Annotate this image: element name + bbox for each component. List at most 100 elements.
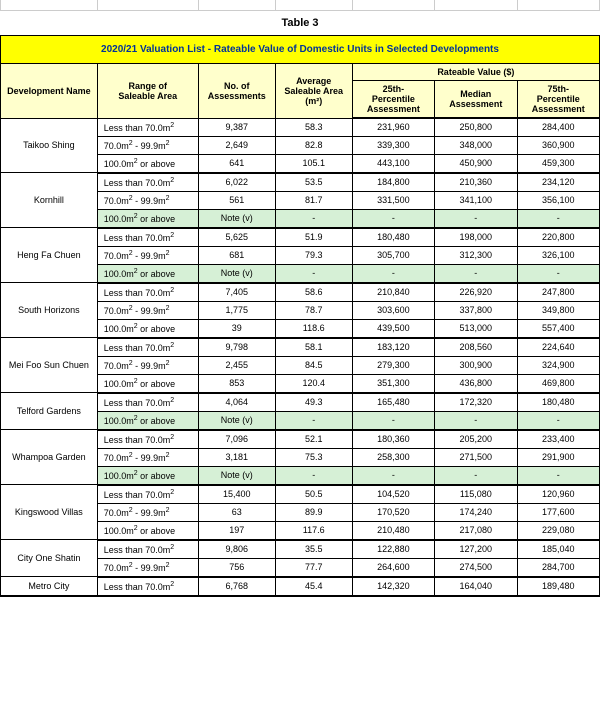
p25-cell: - (352, 466, 434, 485)
p75-cell: 189,480 (517, 577, 599, 596)
hdr-med: MedianAssessment (435, 81, 517, 119)
hdr-num: No. ofAssessments (198, 64, 275, 119)
dev-name-cell: Heng Fa Chuen (1, 228, 98, 283)
p75-cell: 120,960 (517, 485, 599, 504)
range-cell: Less than 70.0m2 (97, 485, 198, 504)
p25-cell: 231,960 (352, 118, 434, 136)
range-cell: 70.0m2 - 99.9m2 (97, 191, 198, 209)
avg-cell: 82.8 (275, 136, 352, 154)
range-cell: Less than 70.0m2 (97, 338, 198, 357)
p25-cell: 339,300 (352, 136, 434, 154)
num-cell: 561 (198, 191, 275, 209)
hdr-rv: Rateable Value ($) (352, 64, 599, 81)
range-cell: Less than 70.0m2 (97, 577, 198, 596)
p25-cell: 122,880 (352, 540, 434, 559)
num-cell: 2,649 (198, 136, 275, 154)
p25-cell: 142,320 (352, 577, 434, 596)
num-cell: 63 (198, 503, 275, 521)
num-cell: 9,798 (198, 338, 275, 357)
p75-cell: 459,300 (517, 154, 599, 173)
med-cell: 450,900 (435, 154, 517, 173)
avg-cell: 50.5 (275, 485, 352, 504)
dev-name-cell: Taikoo Shing (1, 118, 98, 173)
p25-cell: - (352, 209, 434, 228)
med-cell: 127,200 (435, 540, 517, 559)
dev-name-cell: Metro City (1, 577, 98, 596)
p75-cell: 177,600 (517, 503, 599, 521)
num-cell: 197 (198, 521, 275, 540)
med-cell: 436,800 (435, 374, 517, 393)
table-container: Table 32020/21 Valuation List - Rateable… (0, 0, 600, 597)
num-cell: 1,775 (198, 301, 275, 319)
range-cell: 100.0m2 or above (97, 209, 198, 228)
num-cell: Note (v) (198, 411, 275, 430)
p75-cell: 349,800 (517, 301, 599, 319)
range-cell: 70.0m2 - 99.9m2 (97, 448, 198, 466)
p75-cell: 247,800 (517, 283, 599, 302)
med-cell: 513,000 (435, 319, 517, 338)
med-cell: 274,500 (435, 558, 517, 577)
p75-cell: 360,900 (517, 136, 599, 154)
p25-cell: 180,480 (352, 228, 434, 247)
num-cell: 641 (198, 154, 275, 173)
num-cell: 756 (198, 558, 275, 577)
avg-cell: 45.4 (275, 577, 352, 596)
dev-name-cell: Mei Foo Sun Chuen (1, 338, 98, 393)
range-cell: Less than 70.0m2 (97, 118, 198, 136)
dev-name-cell: Kingswood Villas (1, 485, 98, 540)
range-cell: 70.0m2 - 99.9m2 (97, 503, 198, 521)
med-cell: 271,500 (435, 448, 517, 466)
dev-name-cell: City One Shatin (1, 540, 98, 577)
num-cell: 39 (198, 319, 275, 338)
range-cell: 70.0m2 - 99.9m2 (97, 558, 198, 577)
num-cell: Note (v) (198, 209, 275, 228)
p25-cell: 210,840 (352, 283, 434, 302)
p75-cell: 234,120 (517, 173, 599, 192)
range-cell: 70.0m2 - 99.9m2 (97, 356, 198, 374)
p75-cell: 224,640 (517, 338, 599, 357)
p25-cell: 170,520 (352, 503, 434, 521)
avg-cell: - (275, 264, 352, 283)
range-cell: Less than 70.0m2 (97, 393, 198, 412)
num-cell: 7,096 (198, 430, 275, 449)
avg-cell: 58.3 (275, 118, 352, 136)
med-cell: - (435, 209, 517, 228)
med-cell: 348,000 (435, 136, 517, 154)
num-cell: 681 (198, 246, 275, 264)
med-cell: 337,800 (435, 301, 517, 319)
med-cell: 198,000 (435, 228, 517, 247)
p75-cell: 229,080 (517, 521, 599, 540)
range-cell: Less than 70.0m2 (97, 228, 198, 247)
p25-cell: 104,520 (352, 485, 434, 504)
p25-cell: 443,100 (352, 154, 434, 173)
med-cell: 115,080 (435, 485, 517, 504)
num-cell: Note (v) (198, 466, 275, 485)
hdr-dev: Development Name (1, 64, 98, 119)
med-cell: 217,080 (435, 521, 517, 540)
range-cell: Less than 70.0m2 (97, 173, 198, 192)
med-cell: 300,900 (435, 356, 517, 374)
p25-cell: 279,300 (352, 356, 434, 374)
p25-cell: - (352, 264, 434, 283)
med-cell: - (435, 466, 517, 485)
med-cell: 250,800 (435, 118, 517, 136)
dev-name-cell: South Horizons (1, 283, 98, 338)
p25-cell: 210,480 (352, 521, 434, 540)
p75-cell: 284,400 (517, 118, 599, 136)
table-subtitle: 2020/21 Valuation List - Rateable Value … (1, 36, 600, 64)
range-cell: 100.0m2 or above (97, 521, 198, 540)
med-cell: 312,300 (435, 246, 517, 264)
p25-cell: 258,300 (352, 448, 434, 466)
avg-cell: 84.5 (275, 356, 352, 374)
avg-cell: - (275, 209, 352, 228)
p75-cell: - (517, 209, 599, 228)
med-cell: 226,920 (435, 283, 517, 302)
dev-name-cell: Telford Gardens (1, 393, 98, 430)
range-cell: Less than 70.0m2 (97, 540, 198, 559)
p75-cell: 185,040 (517, 540, 599, 559)
range-cell: 100.0m2 or above (97, 154, 198, 173)
avg-cell: 78.7 (275, 301, 352, 319)
p75-cell: 233,400 (517, 430, 599, 449)
p25-cell: 303,600 (352, 301, 434, 319)
avg-cell: - (275, 466, 352, 485)
